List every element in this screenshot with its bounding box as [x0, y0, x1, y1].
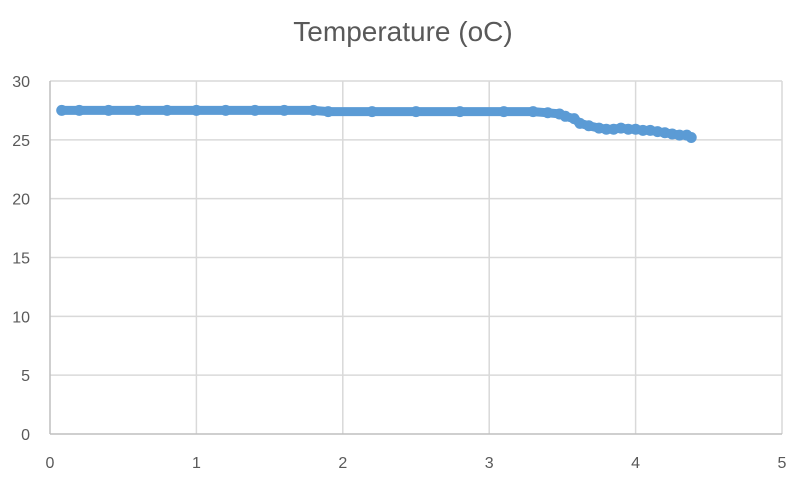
x-tick-label: 3	[485, 455, 494, 472]
grid-layer	[50, 80, 783, 434]
data-point	[454, 106, 466, 118]
data-point	[278, 104, 290, 116]
data-point	[249, 104, 261, 116]
y-tick-label: 0	[21, 427, 30, 444]
data-point	[190, 104, 202, 116]
x-tick-label: 0	[46, 455, 55, 472]
axis-layer	[49, 81, 782, 435]
data-point	[366, 106, 378, 118]
x-tick-label: 5	[778, 455, 787, 472]
x-tick-label: 4	[631, 455, 640, 472]
x-tick-label: 1	[192, 455, 201, 472]
series-layer	[56, 104, 697, 143]
data-point	[73, 104, 85, 116]
chart-title: Temperature (oC)	[293, 16, 513, 47]
data-point	[574, 117, 586, 129]
y-tick-label: 15	[12, 251, 30, 268]
data-point	[132, 104, 144, 116]
data-point	[103, 104, 115, 116]
data-point	[498, 106, 510, 118]
y-tick-label: 25	[12, 133, 30, 150]
data-point	[410, 106, 422, 118]
data-point	[220, 104, 232, 116]
data-point	[685, 131, 697, 143]
y-tick-label: 10	[12, 309, 30, 326]
data-point	[542, 107, 554, 119]
data-point	[308, 104, 320, 116]
x-tick-label: 2	[338, 455, 347, 472]
data-point	[56, 104, 68, 116]
data-point	[161, 104, 173, 116]
data-point	[527, 106, 539, 118]
data-point	[583, 120, 595, 132]
y-tick-label: 30	[12, 74, 30, 91]
y-tick-label: 20	[12, 192, 30, 209]
data-point	[559, 110, 571, 122]
y-tick-label: 5	[21, 368, 30, 385]
data-point	[322, 106, 334, 118]
label-layer: 0 5 10 15 20 25 30 0 1 2 3 4 5	[12, 74, 786, 472]
